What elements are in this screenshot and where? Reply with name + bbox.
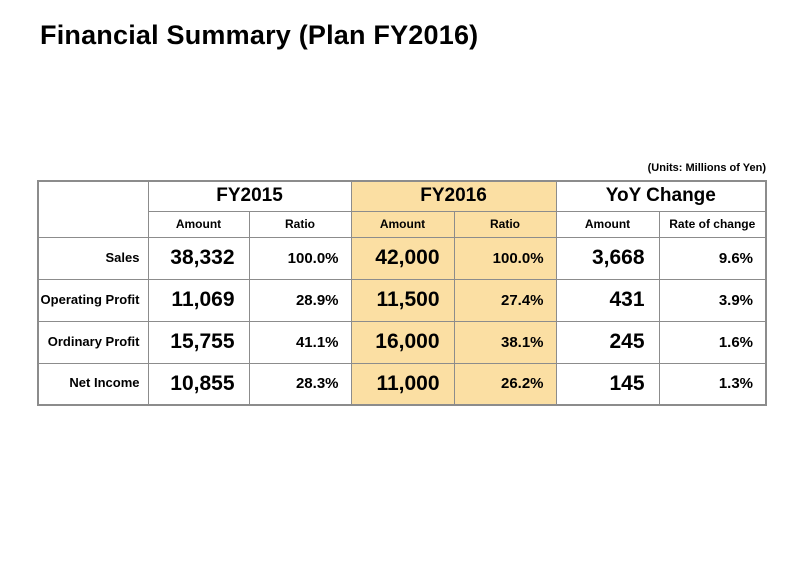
- cell-fy2016-amount: 11,500: [350, 278, 455, 322]
- subheader-fy2016-ratio: Ratio: [453, 210, 557, 238]
- cell-fy2015-ratio: 28.9%: [248, 278, 352, 322]
- cell-yoy-amount: 245: [555, 320, 660, 364]
- row-label: Operating Profit: [37, 278, 149, 322]
- table-row-operating-profit: Operating Profit 11,069 28.9% 11,500 27.…: [37, 278, 767, 322]
- cell-fy2015-ratio: 41.1%: [248, 320, 352, 364]
- cell-yoy-amount: 145: [555, 362, 660, 406]
- row-label: Sales: [37, 236, 149, 280]
- cell-fy2015-ratio: 28.3%: [248, 362, 352, 406]
- cell-fy2015-amount: 10,855: [147, 362, 250, 406]
- cell-yoy-amount: 3,668: [555, 236, 660, 280]
- row-label: Net Income: [37, 362, 149, 406]
- cell-fy2016-ratio: 26.2%: [453, 362, 557, 406]
- group-header-row: FY2015 FY2016 YoY Change: [37, 180, 767, 238]
- cell-fy2016-ratio: 100.0%: [453, 236, 557, 280]
- column-group-fy2015: FY2015: [147, 180, 352, 212]
- cell-fy2015-ratio: 100.0%: [248, 236, 352, 280]
- subheader-fy2016-amount: Amount: [350, 210, 455, 238]
- subheader-yoy-amount: Amount: [555, 210, 660, 238]
- cell-fy2016-amount: 42,000: [350, 236, 455, 280]
- financial-summary-table: FY2015 FY2016 YoY Change Amount Ratio Am…: [37, 180, 768, 406]
- table-row-ordinary-profit: Ordinary Profit 15,755 41.1% 16,000 38.1…: [37, 320, 767, 364]
- cell-fy2016-amount: 11,000: [350, 362, 455, 406]
- units-note: (Units: Millions of Yen): [647, 162, 766, 174]
- cell-yoy-rate: 1.3%: [658, 362, 767, 406]
- table-row-sales: Sales 38,332 100.0% 42,000 100.0% 3,668 …: [37, 236, 767, 280]
- page-title: Financial Summary (Plan FY2016): [40, 20, 479, 50]
- column-group-yoy-change: YoY Change: [555, 180, 767, 212]
- row-label: Ordinary Profit: [37, 320, 149, 364]
- cell-yoy-rate: 1.6%: [658, 320, 767, 364]
- corner-cell: [37, 180, 149, 238]
- cell-fy2015-amount: 11,069: [147, 278, 250, 322]
- cell-fy2015-amount: 38,332: [147, 236, 250, 280]
- cell-fy2016-ratio: 27.4%: [453, 278, 557, 322]
- cell-fy2016-ratio: 38.1%: [453, 320, 557, 364]
- table-row-net-income: Net Income 10,855 28.3% 11,000 26.2% 145…: [37, 362, 767, 406]
- cell-yoy-amount: 431: [555, 278, 660, 322]
- cell-yoy-rate: 9.6%: [658, 236, 767, 280]
- subheader-fy2015-ratio: Ratio: [248, 210, 352, 238]
- column-group-fy2016: FY2016: [350, 180, 557, 212]
- subheader-fy2015-amount: Amount: [147, 210, 250, 238]
- cell-fy2016-amount: 16,000: [350, 320, 455, 364]
- cell-yoy-rate: 3.9%: [658, 278, 767, 322]
- cell-fy2015-amount: 15,755: [147, 320, 250, 364]
- sub-header-row: Amount Ratio Amount Ratio Amount Rate of…: [38, 210, 767, 238]
- subheader-yoy-rate: Rate of change: [658, 210, 767, 238]
